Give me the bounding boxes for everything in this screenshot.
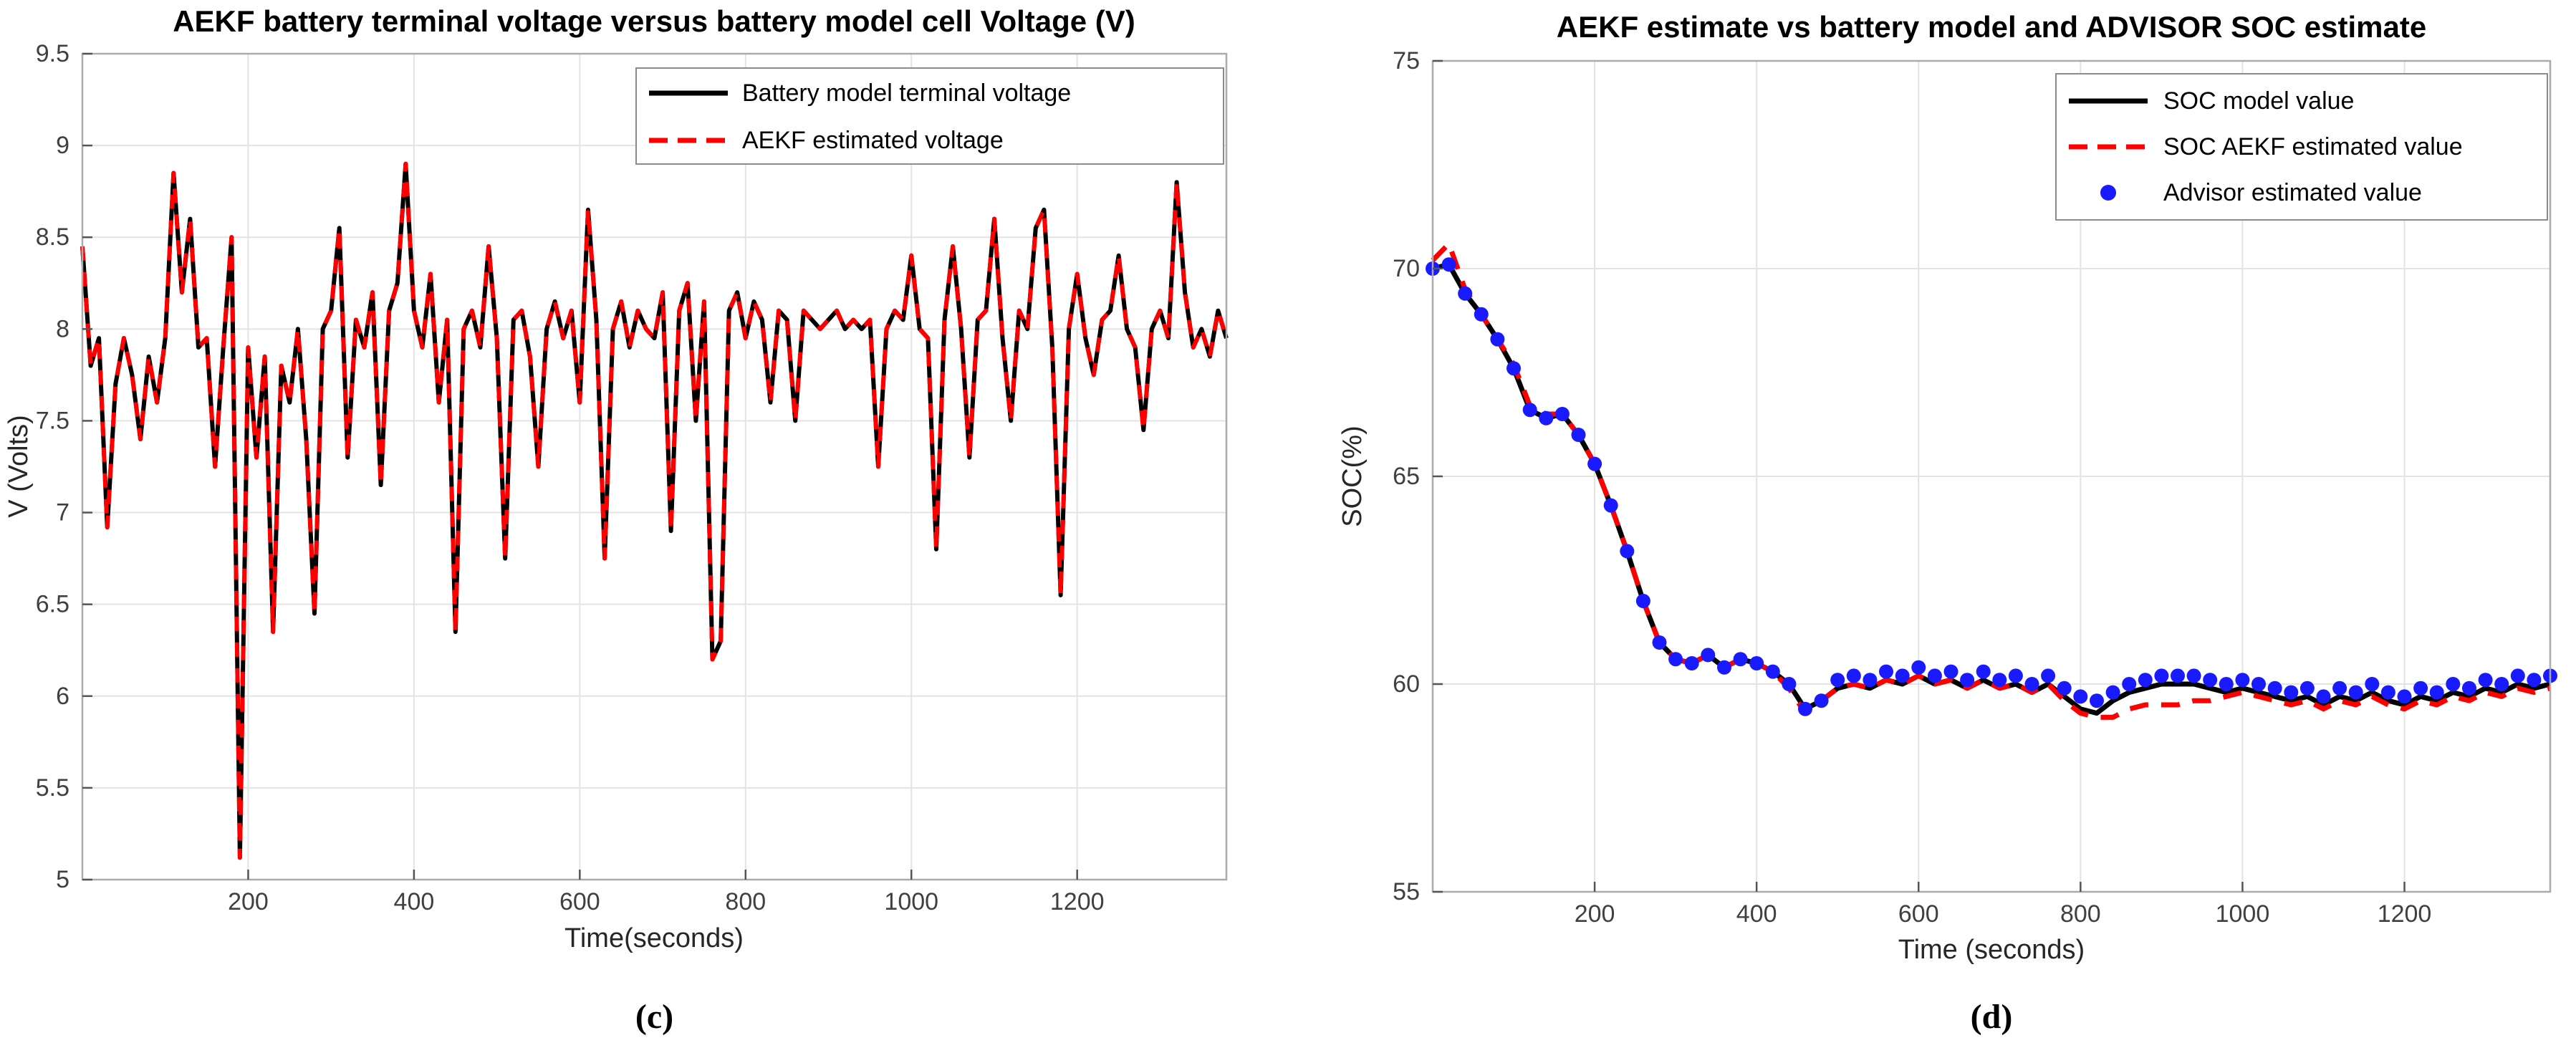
voltage-legend-box [635, 67, 1224, 165]
soc-legend: SOC model value SOC AEKF estimated value… [2055, 73, 2548, 221]
soc-x-axis-label: Time (seconds) [1898, 935, 2085, 965]
legend-label-advisor: Advisor estimated value [2163, 179, 2422, 206]
svg-text:65: 65 [1393, 463, 1420, 490]
svg-text:7: 7 [56, 499, 69, 526]
plot-layer-soc: 200 400 600 800 1000 1200 55 60 65 70 75 [1393, 47, 2557, 928]
svg-text:1000: 1000 [2216, 900, 2270, 928]
svg-text:8.5: 8.5 [36, 223, 69, 251]
svg-text:600: 600 [559, 888, 600, 915]
voltage-y-axis-label: V (Volts) [4, 415, 34, 518]
legend-label-soc-aekf: SOC AEKF estimated value [2163, 133, 2463, 160]
svg-text:7.5: 7.5 [36, 407, 69, 434]
voltage-x-axis-label: Time(seconds) [564, 923, 744, 953]
voltage-legend: Battery model terminal voltage AEKF esti… [635, 67, 1224, 165]
svg-text:600: 600 [1898, 900, 1939, 928]
svg-text:6: 6 [56, 683, 69, 710]
svg-text:9.5: 9.5 [36, 40, 69, 67]
figure-voltage: 200 400 600 800 1000 1200 5 5.5 6 6.5 7 7.5 8 8.5 9 9.5… [4, 4, 1229, 1036]
svg-text:8: 8 [56, 315, 69, 342]
plot-layer-voltage: 200 400 600 800 1000 1200 5 5.5 6 6.5 7 7.5 8 8.5 9 9.5 [36, 40, 1229, 915]
svg-text:5.5: 5.5 [36, 774, 69, 802]
legend-swatch-advisor-dot [2100, 185, 2116, 201]
figure-soc: 200 400 600 800 1000 1200 55 60 65 70 75 AEKF esti… [1288, 0, 2576, 1063]
svg-text:55: 55 [1393, 878, 1420, 905]
soc-chart: 200 400 600 800 1000 1200 55 60 65 70 75 AEKF esti… [1337, 10, 2557, 965]
svg-text:800: 800 [725, 888, 766, 915]
legend-label-model-voltage: Battery model terminal voltage [742, 80, 1071, 107]
svg-text:1200: 1200 [1050, 888, 1105, 915]
figure-caption-d: (d) [1970, 998, 2013, 1036]
legend-label-aekf-voltage: AEKF estimated voltage [742, 127, 1004, 154]
svg-text:9: 9 [56, 132, 69, 159]
svg-text:1200: 1200 [2378, 900, 2432, 928]
svg-text:5: 5 [56, 866, 69, 893]
svg-text:75: 75 [1393, 47, 1420, 74]
svg-text:6.5: 6.5 [36, 591, 69, 618]
svg-text:70: 70 [1393, 255, 1420, 282]
soc-y-axis-label: SOC(%) [1337, 425, 1368, 526]
voltage-chart: 200 400 600 800 1000 1200 5 5.5 6 6.5 7 7.5 8 8.5 9 9.5… [4, 4, 1229, 953]
svg-text:400: 400 [394, 888, 435, 915]
legend-label-soc-model: SOC model value [2163, 87, 2354, 115]
svg-text:60: 60 [1393, 670, 1420, 698]
soc-chart-title: AEKF estimate vs battery model and ADVIS… [1557, 10, 2426, 44]
figure-caption-c: (c) [635, 998, 674, 1036]
voltage-chart-title: AEKF battery terminal voltage versus bat… [173, 4, 1135, 38]
svg-text:800: 800 [2060, 900, 2101, 928]
svg-text:400: 400 [1736, 900, 1777, 928]
svg-text:200: 200 [1575, 900, 1615, 928]
svg-text:200: 200 [228, 888, 269, 915]
svg-text:1000: 1000 [884, 888, 938, 915]
